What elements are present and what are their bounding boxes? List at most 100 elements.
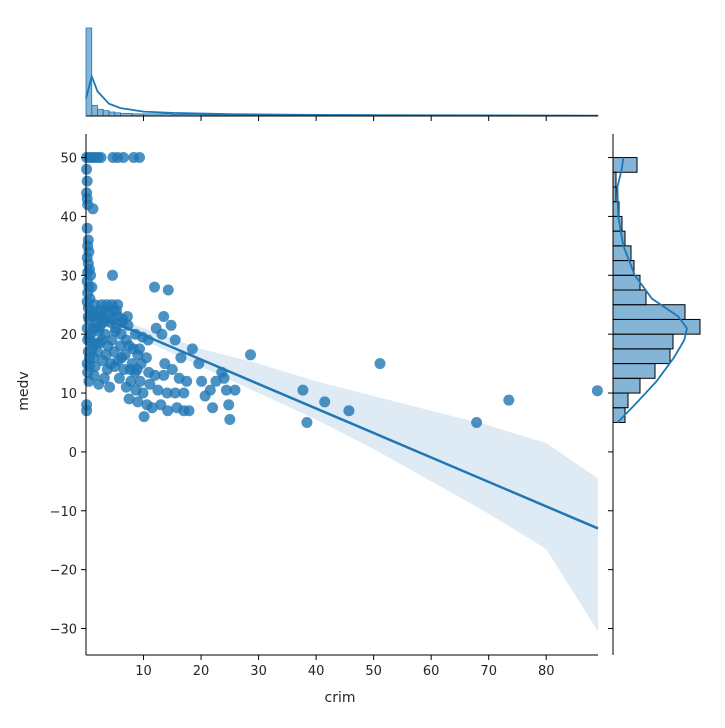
main-plot-panel: 10 20 30 40 50 60 70 80 −30 −20 −10 0 10 20 30 40 50 <box>50 134 603 679</box>
scatter-point <box>162 284 174 296</box>
scatter-point <box>116 352 128 364</box>
scatter-point <box>111 305 122 317</box>
scatter-point <box>113 372 125 384</box>
scatter-point <box>229 384 241 396</box>
scatter-point <box>207 402 219 414</box>
scatter-point <box>471 417 483 428</box>
scatter-point <box>81 175 93 187</box>
scatter-point <box>138 411 150 423</box>
scatter-point <box>169 334 181 346</box>
scatter-point <box>129 366 141 378</box>
scatter-point <box>83 375 95 387</box>
y-tick-label: 10 <box>60 387 77 402</box>
scatter-point <box>169 387 181 399</box>
top-hist-bar <box>102 110 110 117</box>
scatter-point <box>186 343 198 355</box>
y-axis-label: medv <box>16 371 32 410</box>
right-histogram-panel <box>608 134 701 655</box>
scatter-point <box>100 349 112 361</box>
scatter-point <box>134 375 146 387</box>
scatter-point <box>156 328 168 340</box>
scatter-point <box>181 375 193 387</box>
scatter-point <box>218 372 230 384</box>
top-kde-curve <box>85 73 599 117</box>
y-tick-label: −20 <box>50 564 77 579</box>
scatter-point <box>301 417 313 428</box>
right-hist-bar <box>612 333 674 350</box>
scatter-point <box>297 384 309 396</box>
right-hist-bar <box>612 377 641 394</box>
scatter-point <box>117 152 129 163</box>
scatter-point <box>87 203 99 215</box>
scatter-point <box>152 384 164 396</box>
top-hist-bar <box>97 108 104 117</box>
right-kde-curve <box>616 157 688 424</box>
scatter-point <box>89 361 101 372</box>
scatter-point <box>503 394 515 406</box>
scatter-point <box>159 358 171 370</box>
scatter-point <box>591 385 603 397</box>
scatter-point <box>158 369 170 381</box>
top-histogram-panel <box>85 27 599 121</box>
x-tick-label: 60 <box>423 664 440 679</box>
scatter-point <box>162 405 174 417</box>
scatter-point <box>132 349 144 361</box>
regression-line <box>85 309 599 530</box>
scatter-point <box>93 378 105 390</box>
y-tick-label: 30 <box>60 269 77 284</box>
x-axis-label: crim <box>325 690 356 706</box>
y-tick-label: −30 <box>50 623 77 638</box>
right-hist-bar <box>612 392 629 409</box>
scatter-point <box>121 311 133 322</box>
scatter-point <box>183 405 195 417</box>
x-tick-label: 20 <box>193 664 210 679</box>
scatter-point <box>204 384 216 396</box>
right-hist-bar <box>612 289 647 306</box>
top-hist-bar <box>108 111 116 117</box>
scatter-point <box>196 375 208 387</box>
scatter-point <box>374 358 386 370</box>
scatter-point <box>149 369 161 381</box>
scatter-point <box>158 311 170 322</box>
scatter-point <box>224 414 236 425</box>
scatter-point <box>149 281 160 293</box>
scatter-point <box>81 163 93 175</box>
scatter-point <box>120 334 132 346</box>
scatter-point <box>123 393 135 405</box>
scatter-point <box>144 378 156 390</box>
scatter-point <box>165 319 177 331</box>
scatter-point <box>161 387 173 399</box>
scatter-point <box>95 152 107 163</box>
scatter-point <box>120 381 132 393</box>
x-tick-label: 10 <box>135 664 152 679</box>
scatter-point <box>107 269 118 281</box>
right-hist-bar <box>612 348 671 365</box>
top-hist-bar <box>85 27 93 117</box>
y-tick-label: −10 <box>50 505 77 520</box>
scatter-point <box>245 349 256 361</box>
scatter-point <box>220 384 232 396</box>
y-tick-label: 50 <box>60 152 77 167</box>
scatter-point <box>109 361 121 372</box>
x-tick-label: 70 <box>480 664 497 679</box>
x-tick-label: 80 <box>538 664 555 679</box>
scatter-point <box>137 387 149 399</box>
scatter-point <box>146 402 158 414</box>
confidence-band <box>86 304 598 632</box>
x-tick-label: 50 <box>365 664 382 679</box>
scatter-point <box>178 387 190 399</box>
top-hist-bar <box>91 104 98 117</box>
scatter-point <box>223 399 235 411</box>
y-tick-label: 0 <box>69 446 77 461</box>
right-hist-bar <box>612 363 656 379</box>
scatter-point <box>132 396 144 408</box>
scatter-point <box>343 405 355 417</box>
scatter-point <box>106 334 118 346</box>
y-tick-label: 40 <box>60 210 77 225</box>
scatter-point <box>319 396 331 408</box>
x-tick-label: 40 <box>308 664 325 679</box>
right-hist-bar <box>612 157 638 173</box>
scatter-point <box>134 152 145 163</box>
